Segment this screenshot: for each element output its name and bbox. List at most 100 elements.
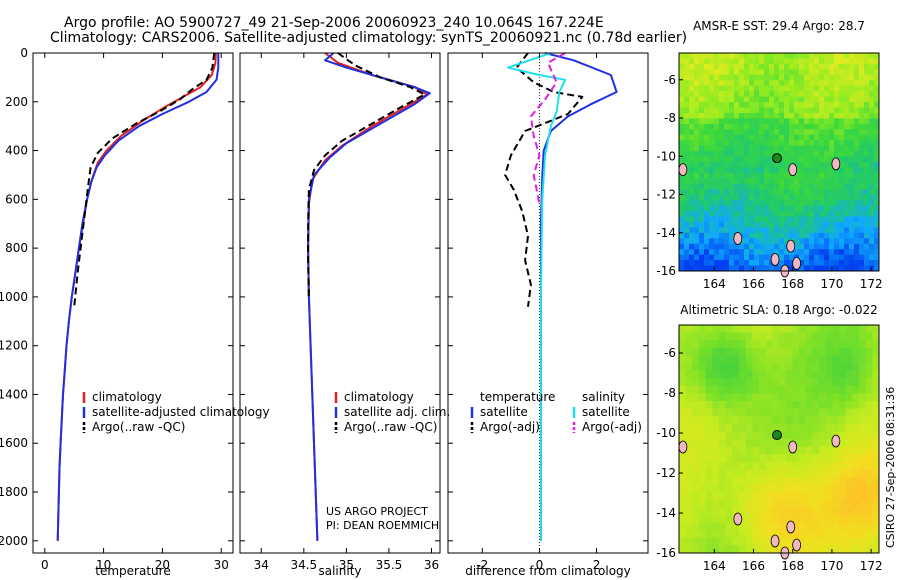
temp-ytick-label: 1200 bbox=[0, 339, 28, 353]
temp-ytick-label: 0 bbox=[20, 46, 28, 60]
temp-xlabel: temperature bbox=[95, 564, 171, 578]
diff-legend-label: Argo(-adj) bbox=[480, 420, 540, 434]
diff-xtick-label: -2 bbox=[476, 558, 488, 572]
sst_map-ytick-label: -12 bbox=[656, 188, 676, 202]
sal-xtick-label: 35.5 bbox=[376, 558, 403, 572]
sla_map-island bbox=[678, 440, 688, 454]
temp-xtick-label: 10 bbox=[96, 558, 111, 572]
sst_map-island bbox=[831, 157, 841, 171]
sla_map-xtick-label: 166 bbox=[742, 559, 765, 573]
sst-map-title: AMSR-E SST: 29.4 Argo: 28.7 bbox=[693, 19, 865, 33]
temp-series-satellite bbox=[56, 53, 220, 541]
sla_map-island bbox=[733, 512, 743, 526]
sst_map-island bbox=[788, 163, 798, 177]
temp-ytick-label: 2000 bbox=[0, 534, 28, 548]
diff-axes-frame bbox=[447, 52, 649, 554]
sla_map-ytick-label: -6 bbox=[664, 346, 676, 360]
diff-series-sal_satellite bbox=[507, 52, 567, 541]
sla_map-ytick-label: -16 bbox=[656, 546, 676, 560]
temp-series-climatology bbox=[56, 52, 217, 541]
sst_map-ytick-label: -10 bbox=[656, 149, 676, 163]
sst_map-float-marker bbox=[772, 153, 783, 164]
sst_map-frame bbox=[678, 52, 880, 272]
sla_map: 164 166 168 170 172 -6 -8 -10 -12 -14 -16 bbox=[656, 324, 883, 573]
diff-legend-label: Argo(-adj) bbox=[582, 420, 642, 434]
sal-xtick-label: 36 bbox=[424, 558, 439, 572]
project-name: US ARGO PROJECT bbox=[326, 505, 428, 518]
temp-axes-frame bbox=[32, 52, 234, 554]
temp-legend-label: Argo(..raw -QC) bbox=[92, 420, 185, 434]
sla_map-xtick-label: 170 bbox=[820, 559, 843, 573]
diff-xlabel: difference from climatology bbox=[465, 564, 631, 578]
sst_map-xtick-label: 168 bbox=[781, 277, 804, 291]
sal-series-climatology bbox=[307, 52, 429, 541]
temp-ytick-label: 1000 bbox=[0, 290, 28, 304]
diff-series-sal_argo bbox=[529, 52, 566, 205]
sal-legend-label: Argo(..raw -QC) bbox=[344, 420, 437, 434]
sla_map-island bbox=[788, 440, 798, 454]
sal-series-argo bbox=[307, 52, 426, 297]
temp-ytick-label: 1400 bbox=[0, 387, 28, 401]
sla_map-island bbox=[786, 520, 796, 534]
sla_map-float-marker bbox=[772, 430, 783, 440]
sla_map-island bbox=[770, 534, 780, 548]
sst_map-island bbox=[733, 232, 743, 245]
sla_map-island bbox=[792, 538, 802, 552]
sst_map-xtick-label: 172 bbox=[860, 277, 883, 291]
sst_map-ytick-label: -8 bbox=[664, 111, 676, 125]
sla_map-xtick-label: 164 bbox=[703, 559, 726, 573]
sal-xtick-label: 34 bbox=[254, 558, 269, 572]
temp-xtick-label: 30 bbox=[214, 558, 229, 572]
sst_map-island bbox=[770, 253, 780, 266]
temp-legend-label: satellite-adjusted climatology bbox=[92, 405, 270, 419]
figure-title-line1: Argo profile: AO 5900727_49 21-Sep-2006 … bbox=[64, 15, 604, 31]
sla_map-xtick-label: 168 bbox=[781, 559, 804, 573]
sla_map-frame bbox=[678, 324, 880, 554]
sst_map-ytick-label: -16 bbox=[656, 264, 676, 278]
sst_map-island bbox=[678, 163, 688, 177]
sla-map-title: Altimetric SLA: 0.18 Argo: -0.022 bbox=[680, 303, 878, 317]
temp-series-argo bbox=[73, 52, 216, 307]
sla_map-ytick-label: -12 bbox=[656, 466, 676, 480]
temp-ytick-label: 1600 bbox=[0, 436, 28, 450]
sst_map-island bbox=[792, 256, 802, 270]
sst_map-xtick-label: 170 bbox=[820, 277, 843, 291]
sst_map-xtick-label: 164 bbox=[703, 277, 726, 291]
sst_map: 164 166 168 170 172 -6 -8 -10 -12 -14 -16 bbox=[656, 52, 883, 291]
sal-xtick-label: 35 bbox=[339, 558, 354, 572]
temp-plot: 0 10 20 30 0 200 400 600 800 1000 1200 1400 1600 1800… bbox=[0, 46, 270, 572]
sal-axes-frame bbox=[239, 52, 441, 554]
diff-series-temp_argo bbox=[504, 52, 584, 307]
sst_map-ytick-label: -6 bbox=[664, 73, 676, 87]
sst_map-field bbox=[679, 53, 880, 272]
diff-xtick-label: 2 bbox=[593, 558, 601, 572]
temp-ytick-label: 200 bbox=[5, 95, 28, 109]
temp-ytick-label: 1800 bbox=[0, 485, 28, 499]
sst_map-xtick-label: 166 bbox=[742, 277, 765, 291]
temp-xtick-label: 0 bbox=[41, 558, 49, 572]
sla_map-island bbox=[831, 434, 841, 448]
sst_map-ytick-label: -14 bbox=[656, 226, 676, 240]
sst_map-island bbox=[786, 239, 796, 253]
pi-name: PI: DEAN ROEMMICH bbox=[326, 519, 440, 532]
sla_map-ytick-label: -14 bbox=[656, 506, 676, 520]
diff-legend-label: satellite bbox=[480, 405, 528, 419]
sal-xlabel: salinity bbox=[318, 564, 362, 578]
temp-ytick-label: 800 bbox=[5, 241, 28, 255]
diff-legend-header: temperature bbox=[480, 390, 555, 404]
diff-legend-label: satellite bbox=[582, 405, 630, 419]
figure-title-line2: Climatology: CARS2006. Satellite-adjuste… bbox=[50, 30, 688, 46]
side-timestamp: CSIRO 27-Sep-2006 08:31:36 bbox=[884, 386, 897, 548]
project-note: US ARGO PROJECT PI: DEAN ROEMMICH bbox=[326, 505, 439, 533]
sla_map-ytick-label: -10 bbox=[656, 426, 676, 440]
sal-xtick-label: 34.5 bbox=[290, 558, 317, 572]
sla_map-xtick-label: 172 bbox=[860, 559, 883, 573]
diff-legend-header: salinity bbox=[582, 390, 625, 404]
temp-legend-label: climatology bbox=[92, 390, 162, 404]
sla_map-ytick-label: -8 bbox=[664, 386, 676, 400]
sla_map-field bbox=[679, 325, 880, 554]
diff-series-temp_satellite bbox=[539, 52, 618, 541]
temp-xtick-label: 20 bbox=[155, 558, 170, 572]
